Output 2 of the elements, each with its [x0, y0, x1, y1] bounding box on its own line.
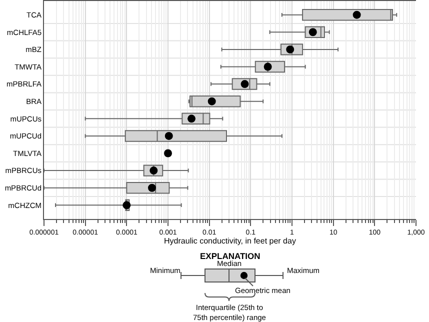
x-axis-title: Hydraulic conductivity, in feet per day: [164, 236, 296, 246]
text: EXPLANATION: [200, 251, 260, 261]
